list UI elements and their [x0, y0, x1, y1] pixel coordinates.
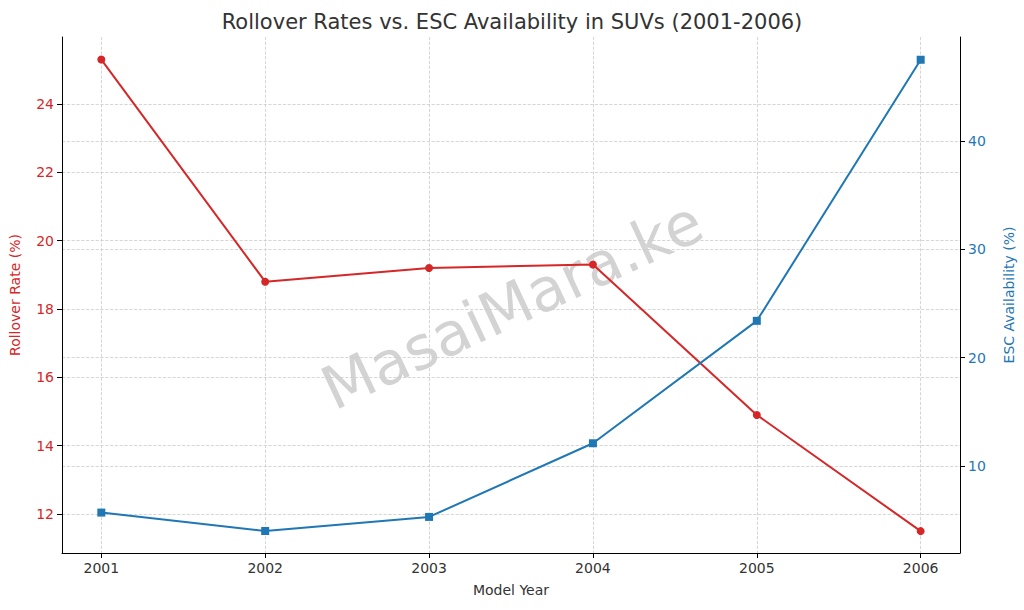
svg-text:20: 20	[968, 350, 986, 366]
svg-text:2006: 2006	[903, 560, 939, 576]
svg-text:14: 14	[36, 438, 54, 454]
svg-text:Rollover Rate (%): Rollover Rate (%)	[7, 234, 23, 356]
svg-text:2005: 2005	[739, 560, 775, 576]
svg-text:30: 30	[968, 241, 986, 257]
svg-text:10: 10	[968, 458, 986, 474]
svg-text:20: 20	[36, 233, 54, 249]
svg-text:24: 24	[36, 96, 54, 112]
svg-text:ESC Availability (%): ESC Availability (%)	[1001, 227, 1017, 364]
svg-text:40: 40	[968, 133, 986, 149]
svg-text:12: 12	[36, 506, 54, 522]
svg-text:22: 22	[36, 164, 54, 180]
svg-text:MasaiMara.ke: MasaiMara.ke	[311, 186, 714, 424]
svg-text:2002: 2002	[247, 560, 283, 576]
svg-text:2004: 2004	[575, 560, 611, 576]
svg-text:Model Year: Model Year	[473, 582, 549, 598]
svg-text:18: 18	[36, 301, 54, 317]
svg-text:16: 16	[36, 369, 54, 385]
svg-text:Rollover Rates vs. ESC Availab: Rollover Rates vs. ESC Availability in S…	[222, 10, 803, 34]
svg-text:2003: 2003	[411, 560, 447, 576]
svg-text:2001: 2001	[84, 560, 120, 576]
